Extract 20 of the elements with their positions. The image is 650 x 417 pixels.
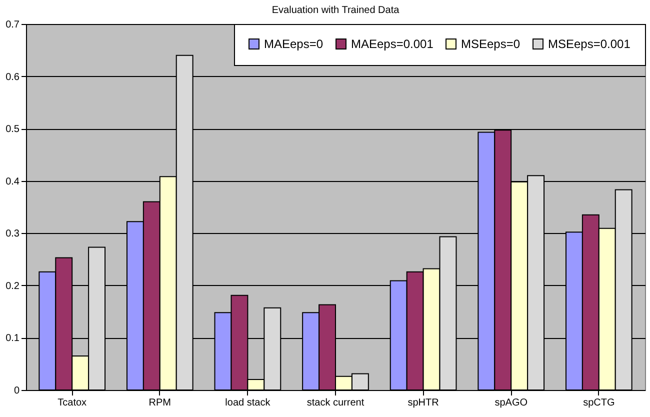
x-tick-label: stack current: [306, 398, 364, 408]
legend-label: MSEeps=0.001: [548, 37, 631, 51]
y-tick-label: 0.4: [6, 176, 20, 188]
y-tick-label: 0: [14, 386, 20, 396]
y-tick-label: 0.7: [6, 20, 20, 30]
x-tick-label: Tcatox: [58, 398, 87, 408]
y-tick-label: 0.3: [6, 228, 20, 240]
legend-label: MSEeps=0: [461, 37, 520, 51]
y-tick-label: 0.2: [6, 280, 20, 292]
x-tick-label: load stack: [225, 398, 272, 408]
legend-label: MAEeps=0.001: [351, 37, 434, 51]
y-tick-label: 0.6: [6, 72, 20, 83]
x-tick-label: spCTG: [583, 398, 615, 408]
chart-title: Evaluation with Trained Data: [272, 5, 400, 16]
x-tick-label: spHTR: [408, 398, 439, 408]
legend-label: MAEeps=0: [264, 37, 324, 51]
y-tick-label: 0.1: [6, 333, 20, 344]
y-tick-label: 0.5: [6, 124, 20, 136]
x-tick-label: RPM: [148, 398, 172, 408]
x-tick-label: spAGO: [494, 398, 528, 408]
